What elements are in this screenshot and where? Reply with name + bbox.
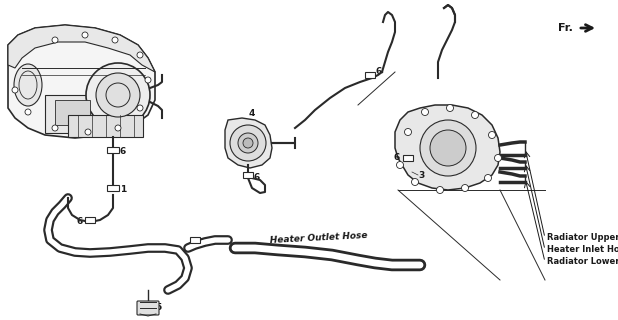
Circle shape [115,125,121,131]
Text: 6: 6 [375,68,381,76]
Bar [68,115,143,137]
Circle shape [421,108,428,116]
Bar [45,95,100,133]
Bar [107,147,119,153]
Circle shape [488,132,496,139]
Circle shape [494,155,501,162]
Bar [190,237,200,243]
Circle shape [137,52,143,58]
Circle shape [112,37,118,43]
Circle shape [462,185,468,191]
Polygon shape [8,25,155,72]
Circle shape [436,187,444,194]
Bar [85,217,95,223]
Circle shape [137,105,143,111]
FancyBboxPatch shape [137,301,159,315]
Text: 4: 4 [249,109,255,118]
Circle shape [430,130,466,166]
Text: 2: 2 [46,230,52,239]
Circle shape [238,133,258,153]
Circle shape [96,73,140,117]
Text: 1: 1 [120,186,126,195]
Polygon shape [395,105,500,190]
Circle shape [472,111,478,118]
Circle shape [12,87,18,93]
Circle shape [412,179,418,186]
Circle shape [243,138,253,148]
Text: 6: 6 [120,148,126,156]
Text: 6: 6 [200,238,206,247]
Text: Heater Outlet Hose: Heater Outlet Hose [270,231,368,245]
Text: 6: 6 [77,218,83,227]
Text: Fr.: Fr. [558,23,573,33]
Circle shape [405,129,412,135]
Polygon shape [225,118,272,168]
Circle shape [25,109,31,115]
Bar [403,155,413,161]
Bar [107,185,119,191]
Circle shape [485,174,491,181]
Bar [365,72,375,78]
Text: 3: 3 [418,171,424,180]
Circle shape [420,120,476,176]
Text: 6: 6 [254,173,260,182]
Text: Radiator Upper Hose: Radiator Upper Hose [547,234,618,243]
Circle shape [52,37,58,43]
Text: 6: 6 [394,154,400,163]
Circle shape [52,125,58,131]
Circle shape [230,125,266,161]
Bar [243,172,253,178]
Circle shape [145,77,151,83]
Ellipse shape [14,64,42,106]
Circle shape [397,162,404,169]
Text: Radiator Lower Hose: Radiator Lower Hose [547,258,618,267]
Circle shape [82,32,88,38]
Bar [55,100,90,125]
Text: 5: 5 [155,303,161,313]
Circle shape [86,63,150,127]
Text: Heater Inlet Hose: Heater Inlet Hose [547,245,618,254]
Circle shape [85,129,91,135]
Polygon shape [8,25,155,138]
Circle shape [446,105,454,111]
